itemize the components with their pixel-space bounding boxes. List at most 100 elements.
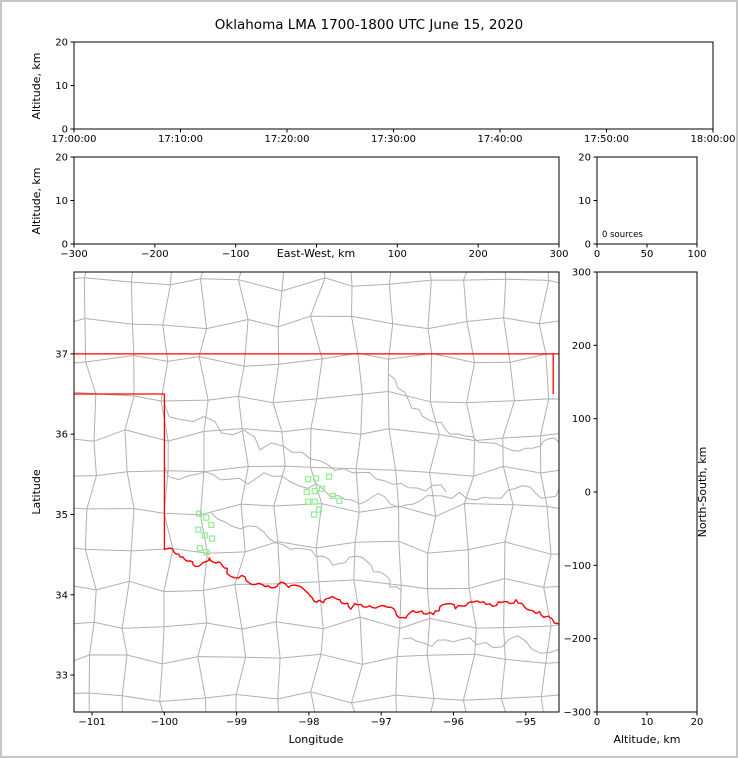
ns_altitude-y-tick-label: 100	[572, 414, 591, 425]
lma-source-marker	[311, 498, 318, 505]
map-content	[45, 243, 559, 731]
ns-altitude-right-label: North-South, km	[696, 447, 709, 538]
county-boundary	[74, 691, 559, 704]
plan_view_map-x-tick-label: −101	[78, 717, 105, 728]
plan_view_map-x-tick-label: −95	[515, 717, 536, 728]
lma-source-marker	[310, 511, 318, 518]
river-line	[163, 466, 559, 508]
time_altitude-x-tick-label: 18:00:00	[691, 134, 736, 145]
county-boundary	[234, 272, 249, 712]
county-boundary	[387, 272, 402, 712]
figure-title: Oklahoma LMA 1700-1800 UTC June 15, 2020	[215, 17, 523, 33]
county-boundary	[74, 315, 559, 330]
county-boundary	[159, 272, 174, 712]
map-xlabel: Longitude	[289, 733, 344, 746]
time_altitude-y-tick-label: 10	[55, 81, 68, 92]
state-border-red-river	[163, 547, 559, 625]
plan_view_map-y-tick-label: 33	[55, 671, 68, 682]
ew_altitude-y-tick-label: 10	[55, 196, 68, 207]
county-boundary	[272, 272, 286, 712]
time_altitude-y-tick-label: 0	[62, 125, 68, 136]
county-boundary	[538, 272, 552, 712]
county-boundary	[197, 272, 209, 712]
histogram-source-count: 0 sources	[602, 230, 643, 240]
time_altitude-x-tick-label: 17:00:00	[52, 134, 97, 145]
lma-source-marker	[209, 535, 216, 542]
river-line	[163, 403, 447, 493]
ew_altitude-x-tick-label: −200	[141, 249, 168, 260]
ns_altitude-frame	[596, 271, 698, 713]
county-boundary	[426, 272, 440, 712]
lma-source-marker	[326, 473, 333, 480]
state-border-west	[74, 393, 166, 550]
ew_altitude-y-tick-label: 20	[55, 153, 68, 164]
lma-source-marker	[195, 526, 202, 533]
ns_altitude-x-tick-label: 10	[641, 717, 654, 728]
time-altitude-ylabel: Altitude, km	[30, 52, 43, 119]
alt_histogram-x-tick-label: 100	[687, 249, 706, 260]
lma-source-marker	[318, 485, 325, 492]
river-line	[210, 512, 402, 592]
ns_altitude-x-tick-label: 20	[691, 717, 704, 728]
ew-altitude-xlabel: East-West, km	[277, 247, 355, 260]
ns_altitude-y-tick-label: −200	[564, 634, 591, 645]
plan_view_map-y-tick-label: 36	[55, 430, 68, 441]
county-boundary	[462, 272, 477, 712]
ns_altitude-x-tick-label: 0	[594, 717, 600, 728]
ns_altitude-y-tick-label: 300	[572, 268, 591, 279]
map-ylabel: Latitude	[30, 469, 43, 515]
county-boundary	[74, 428, 559, 442]
plan_view_map-x-tick-label: −99	[226, 717, 247, 728]
alt_histogram-y-tick-label: 20	[578, 153, 591, 164]
county-boundary	[74, 391, 559, 404]
lma-source-marker	[315, 506, 323, 513]
lma-source-marker	[329, 492, 336, 500]
county-boundary	[74, 503, 559, 517]
plan_view_map-x-tick-label: −100	[151, 717, 178, 728]
ew-altitude-ylabel: Altitude, km	[30, 167, 43, 234]
river-line	[388, 373, 559, 452]
lma-source-marker	[208, 521, 215, 529]
lma-source-marker	[201, 532, 208, 539]
time_altitude-x-tick-label: 17:20:00	[265, 134, 310, 145]
time_altitude-x-tick-label: 17:30:00	[371, 134, 416, 145]
alt_histogram-x-tick-label: 0	[594, 249, 600, 260]
alt_histogram-y-tick-label: 0	[585, 240, 591, 251]
lma-source-marker	[196, 545, 203, 552]
time_altitude-y-tick-label: 20	[55, 38, 68, 49]
ew_altitude-frame	[73, 156, 560, 245]
time_altitude-frame	[73, 41, 714, 130]
lma-source-marker	[313, 475, 320, 482]
river-line	[402, 635, 559, 654]
plan_view_map-frame	[73, 271, 560, 713]
ew_altitude-y-tick-label: 0	[62, 240, 68, 251]
county-boundary	[74, 540, 559, 555]
ns_altitude-y-tick-label: −300	[564, 708, 591, 719]
county-boundary	[500, 272, 515, 712]
time_altitude-x-tick-label: 17:50:00	[584, 134, 629, 145]
county-boundary	[121, 272, 135, 712]
lma-source-marker	[203, 514, 210, 521]
lma-source-marker	[303, 488, 310, 496]
ew_altitude-x-tick-label: 200	[469, 249, 488, 260]
plan_view_map-y-tick-label: 34	[55, 590, 68, 601]
county-boundary	[74, 616, 559, 630]
ew_altitude-x-tick-label: 100	[388, 249, 407, 260]
county-boundary	[83, 272, 97, 712]
county-boundary	[45, 243, 58, 731]
ns_altitude-y-tick-label: 0	[585, 488, 591, 499]
plan_view_map-x-tick-label: −98	[298, 717, 319, 728]
ns-altitude-xlabel: Altitude, km	[613, 733, 680, 746]
county-boundary	[74, 277, 559, 292]
ns_altitude-y-tick-label: −100	[564, 561, 591, 572]
county-boundary	[74, 465, 559, 477]
lma-source-marker	[336, 497, 343, 504]
lma-source-marker	[195, 510, 203, 517]
plan_view_map-y-tick-label: 35	[55, 510, 68, 521]
time_altitude-x-tick-label: 17:40:00	[478, 134, 523, 145]
county-boundary	[350, 272, 363, 712]
ew_altitude-x-tick-label: 300	[549, 249, 568, 260]
ew_altitude-x-tick-label: −300	[60, 249, 87, 260]
